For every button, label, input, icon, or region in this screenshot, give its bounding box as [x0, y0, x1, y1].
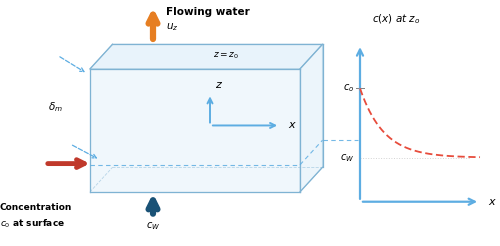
Text: $x$: $x$ — [488, 197, 496, 207]
Text: $x$: $x$ — [288, 121, 296, 130]
Polygon shape — [300, 44, 322, 192]
Polygon shape — [90, 69, 300, 192]
Polygon shape — [90, 44, 322, 69]
Text: $z$: $z$ — [215, 80, 223, 90]
Text: $c(x)$ at $z_o$: $c(x)$ at $z_o$ — [372, 13, 421, 27]
Text: $c_o$: $c_o$ — [343, 82, 354, 94]
Text: $c_0$ at surface: $c_0$ at surface — [0, 218, 65, 230]
Text: Concentration: Concentration — [0, 203, 72, 212]
Text: $c_W$: $c_W$ — [146, 220, 160, 232]
Text: $\delta_m$: $\delta_m$ — [48, 100, 62, 114]
Text: $z=z_0$: $z=z_0$ — [213, 50, 240, 61]
Text: $u_z$: $u_z$ — [166, 21, 178, 33]
Text: Flowing water: Flowing water — [166, 7, 249, 17]
Text: $c_W$: $c_W$ — [340, 152, 354, 164]
